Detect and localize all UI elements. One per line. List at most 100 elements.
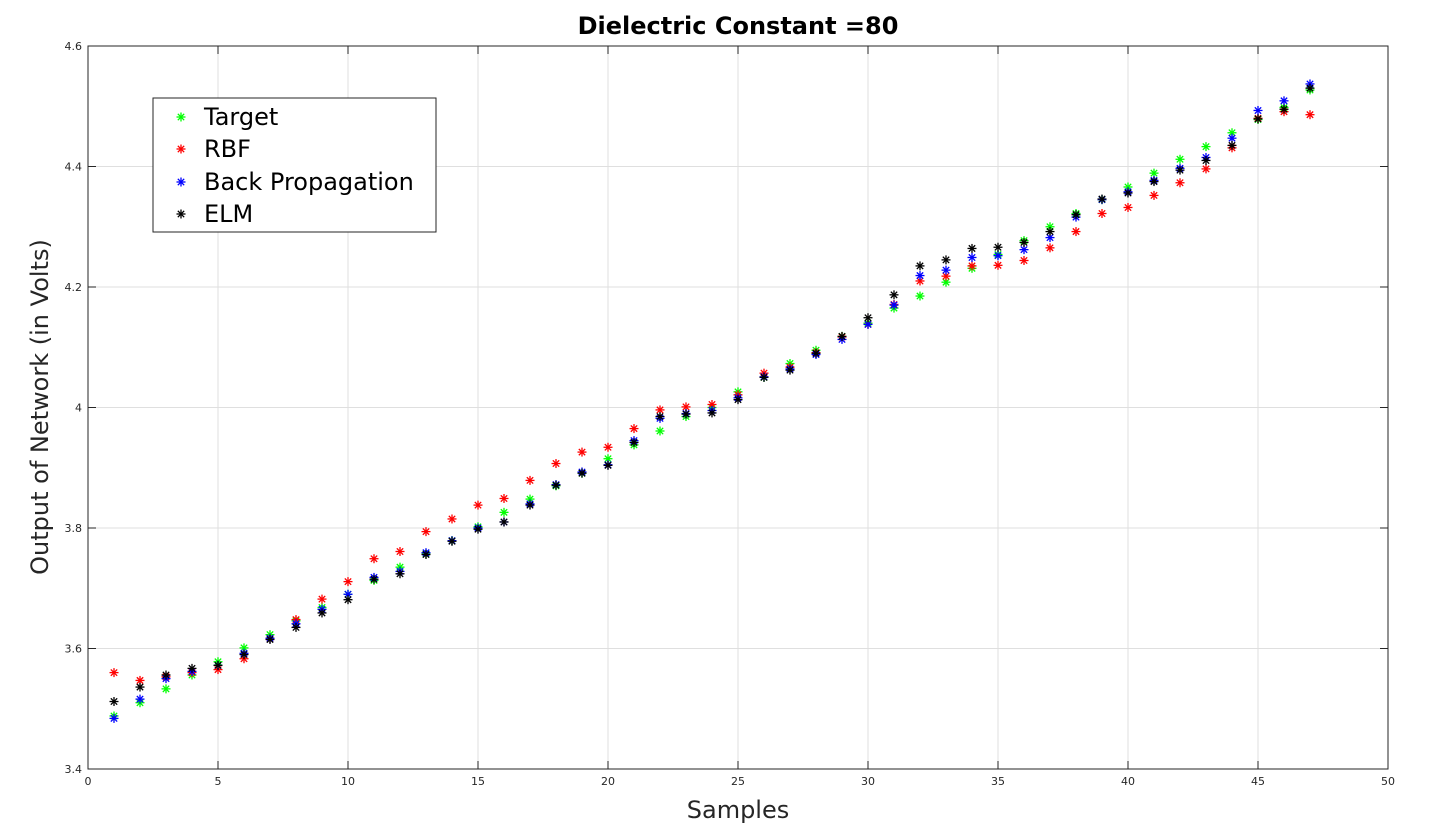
data-point-rbf xyxy=(603,442,613,452)
data-point-elm xyxy=(993,242,1003,252)
x-tick-label: 5 xyxy=(215,775,222,788)
legend-entry-elm: ELM xyxy=(176,200,253,228)
data-point-back-propagation xyxy=(109,713,119,723)
legend-marker-back-propagation xyxy=(176,177,186,187)
y-tick-label: 3.4 xyxy=(65,763,83,776)
legend-entry-target: Target xyxy=(176,103,278,131)
data-point-elm xyxy=(447,536,457,546)
data-point-elm xyxy=(1227,140,1237,150)
data-point-elm xyxy=(837,331,847,341)
data-point-rbf xyxy=(317,594,327,604)
data-point-elm xyxy=(733,395,743,405)
data-point-elm xyxy=(863,313,873,323)
data-point-back-propagation xyxy=(863,319,873,329)
x-tick-label: 40 xyxy=(1121,775,1135,788)
data-point-back-propagation xyxy=(915,271,925,281)
legend-box xyxy=(152,97,437,233)
x-tick-label: 30 xyxy=(861,775,875,788)
data-point-elm xyxy=(1305,83,1315,93)
data-point-elm xyxy=(1279,104,1289,114)
data-point-elm xyxy=(811,348,821,358)
data-point-back-propagation xyxy=(889,300,899,310)
data-point-elm xyxy=(967,243,977,253)
data-point-elm xyxy=(317,608,327,618)
data-point-elm xyxy=(473,524,483,534)
data-point-rbf xyxy=(395,546,405,556)
chart-title: Dielectric Constant =80 xyxy=(578,12,899,40)
data-point-back-propagation xyxy=(941,265,951,275)
data-point-elm xyxy=(1201,155,1211,165)
data-point-target xyxy=(915,291,925,301)
data-point-elm xyxy=(213,660,223,670)
data-point-rbf xyxy=(1097,208,1107,218)
y-tick-label: 4.4 xyxy=(65,161,83,174)
data-point-rbf xyxy=(1149,190,1159,200)
data-point-rbf xyxy=(1305,110,1315,120)
data-point-rbf xyxy=(577,447,587,457)
legend-entry-rbf: RBF xyxy=(176,135,251,163)
data-point-target xyxy=(941,277,951,287)
y-tick-label: 3.8 xyxy=(65,522,83,535)
legend-marker-elm xyxy=(176,209,186,219)
data-point-elm xyxy=(785,365,795,375)
data-point-elm xyxy=(941,255,951,265)
data-point-elm xyxy=(421,550,431,560)
data-point-target xyxy=(161,684,171,694)
x-tick-label: 45 xyxy=(1251,775,1265,788)
data-point-elm xyxy=(239,650,249,660)
data-point-rbf xyxy=(551,459,561,469)
data-point-back-propagation xyxy=(967,252,977,262)
data-point-target xyxy=(655,426,665,436)
data-point-rbf xyxy=(707,399,717,409)
data-point-target xyxy=(1175,154,1185,164)
data-point-rbf xyxy=(629,424,639,434)
data-point-elm xyxy=(1019,237,1029,247)
data-point-elm xyxy=(759,372,769,382)
legend: Target RBF Back Propagation ELM xyxy=(152,97,437,233)
data-point-rbf xyxy=(681,402,691,412)
data-point-rbf xyxy=(1019,255,1029,265)
y-axis-label: Output of Network (in Volts) xyxy=(26,239,54,575)
data-point-target xyxy=(1149,168,1159,178)
data-point-rbf xyxy=(1201,164,1211,174)
x-tick-label: 20 xyxy=(601,775,615,788)
data-point-elm xyxy=(187,663,197,673)
legend-entry-back-propagation: Back Propagation xyxy=(176,168,414,196)
y-tick-label: 4.2 xyxy=(65,281,83,294)
data-point-elm xyxy=(109,697,119,707)
data-point-back-propagation xyxy=(1279,96,1289,106)
data-point-elm xyxy=(1175,165,1185,175)
data-point-elm xyxy=(1045,227,1055,237)
legend-marker-symbol xyxy=(176,144,186,154)
data-point-back-propagation xyxy=(343,589,353,599)
data-point-rbf xyxy=(993,260,1003,270)
data-markers xyxy=(109,79,1315,723)
data-point-elm xyxy=(395,569,405,579)
data-point-back-propagation xyxy=(993,251,1003,261)
series-elm xyxy=(109,83,1315,707)
data-point-rbf xyxy=(525,475,535,485)
data-point-rbf xyxy=(1071,227,1081,237)
data-point-elm xyxy=(603,460,613,470)
data-point-rbf xyxy=(447,514,457,524)
data-point-elm xyxy=(707,408,717,418)
data-point-elm xyxy=(1253,114,1263,124)
data-point-target xyxy=(1201,142,1211,152)
data-point-elm xyxy=(629,437,639,447)
data-point-elm xyxy=(343,595,353,605)
x-tick-label: 25 xyxy=(731,775,745,788)
data-point-elm xyxy=(1123,188,1133,198)
data-point-back-propagation xyxy=(135,694,145,704)
data-point-target xyxy=(499,507,509,517)
x-tick-label: 50 xyxy=(1381,775,1395,788)
data-point-elm xyxy=(291,622,301,632)
data-point-rbf xyxy=(1175,178,1185,188)
x-tick-label: 15 xyxy=(471,775,485,788)
legend-label-target: Target xyxy=(203,103,278,131)
data-point-rbf xyxy=(109,668,119,678)
data-point-elm xyxy=(499,517,509,527)
legend-marker-symbol xyxy=(176,112,186,122)
data-point-rbf xyxy=(499,493,509,503)
data-point-elm xyxy=(1071,210,1081,220)
data-point-elm xyxy=(915,261,925,271)
